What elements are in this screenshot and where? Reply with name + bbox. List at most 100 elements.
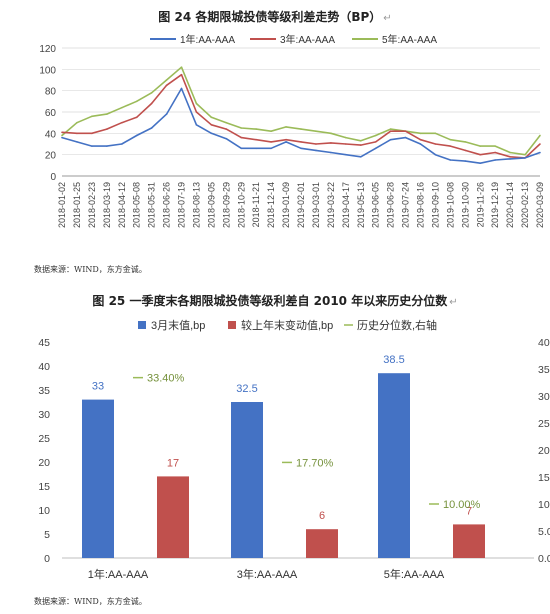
data-point (345, 136, 347, 139)
y-tick-label: 35 (38, 385, 50, 397)
bar-label-march-end: 32.5 (236, 383, 257, 395)
data-point (449, 138, 452, 141)
x-tick-label: 2018-08-13 (191, 182, 201, 228)
data-point (330, 132, 332, 135)
bar-label-march-end: 33 (92, 381, 104, 393)
legend-label-2: 较上年末变动值,bp (241, 318, 333, 332)
data-point (61, 131, 63, 134)
x-tick-label: 2018-02-23 (87, 182, 97, 228)
data-point (389, 128, 392, 130)
data-point (255, 138, 257, 141)
y2-tick-label: 15.00% (538, 472, 550, 484)
legend-label-1: 1年:AA-AAA (180, 33, 235, 46)
data-point (524, 157, 526, 159)
data-point (434, 143, 437, 145)
data-point (389, 130, 392, 132)
data-point (404, 136, 407, 139)
data-point (315, 130, 317, 132)
x-tick-label: 2018-05-31 (147, 182, 157, 228)
data-point (135, 100, 138, 103)
data-point (359, 156, 362, 158)
x-tick-label: 2018-01-02 (57, 182, 67, 228)
y-tick-label: 0 (50, 172, 56, 183)
data-point (285, 138, 287, 141)
data-point (61, 136, 63, 139)
data-point (195, 102, 198, 105)
x-tick-label: 2019-10-08 (445, 182, 455, 228)
x-tick-label: 2019-10-30 (460, 182, 470, 228)
data-point (434, 153, 437, 156)
x-tick-label: 2018-09-29 (221, 182, 231, 228)
data-point (255, 147, 257, 150)
x-tick-label: 2018-10-29 (236, 182, 246, 228)
data-point (464, 149, 467, 152)
category-label: 1年:AA-AAA (88, 567, 149, 581)
data-point (120, 143, 123, 145)
data-point (180, 66, 183, 68)
bar-change (157, 476, 189, 558)
data-point (539, 143, 541, 145)
x-tick-label: 2019-06-05 (371, 182, 381, 228)
x-tick-label: 2019-12-19 (490, 182, 500, 228)
y2-tick-label: 5.00% (538, 526, 550, 538)
data-point (404, 130, 407, 132)
data-point (165, 79, 168, 81)
data-point (150, 127, 153, 129)
y2-tick-label: 30.00% (538, 391, 550, 403)
data-point (345, 153, 347, 156)
data-point (494, 159, 496, 161)
y-tick-label: 20 (45, 151, 57, 162)
data-point (509, 158, 511, 160)
data-point (524, 153, 526, 156)
data-point (330, 142, 332, 144)
y2-tick-label: 20.00% (538, 445, 550, 457)
x-tick-label: 2020-01-14 (505, 182, 515, 228)
data-point (76, 132, 78, 135)
data-point (374, 147, 377, 150)
y-tick-label: 30 (38, 409, 50, 421)
data-point (300, 128, 302, 130)
data-point (464, 141, 467, 143)
data-point (150, 92, 153, 94)
data-point (225, 128, 228, 130)
x-tick-label: 2019-08-16 (416, 182, 426, 228)
data-point (494, 145, 496, 147)
data-point (135, 134, 138, 137)
data-point (300, 141, 302, 143)
bar-change (453, 524, 485, 558)
category-label: 5年:AA-AAA (384, 567, 445, 581)
data-point (195, 124, 198, 126)
bar-label-change: 7 (466, 505, 472, 517)
y-tick-label: 40 (38, 361, 50, 373)
data-point (509, 151, 511, 154)
x-tick-label: 2019-03-22 (326, 182, 336, 228)
spread-line-chart: 1年:AA-AAA 3年:AA-AAA 5年:AA-AAA 0 20 40 60 80 100 1… (39, 33, 545, 228)
x-tick-label: 2018-12-14 (266, 182, 276, 228)
percentile-label: 10.00% (443, 499, 481, 511)
y-tick-label: 45 (38, 337, 50, 349)
data-point (345, 143, 347, 145)
data-point (270, 130, 272, 132)
data-point (180, 87, 183, 90)
legend-label-3: 历史分位数,右轴 (357, 318, 437, 332)
data-point (270, 141, 272, 143)
data-point (210, 116, 213, 119)
x-tick-label: 2018-06-26 (162, 182, 172, 228)
x-tick-label: 2018-03-19 (102, 182, 112, 228)
x-tick-label: 2019-05-13 (356, 182, 366, 228)
x-tick-label: 2019-11-26 (475, 182, 485, 227)
x-tick-label: 2019-01-09 (281, 182, 291, 228)
x-tick-label: 2019-02-01 (296, 182, 306, 228)
data-point (419, 138, 422, 141)
figure1-source: 数据来源：WIND，东方金诚。 (34, 265, 147, 274)
bar-label-change: 6 (319, 510, 325, 522)
data-point (255, 128, 257, 130)
data-point (61, 134, 63, 137)
data-point (449, 145, 452, 147)
data-point (240, 136, 243, 139)
x-tick-label: 2019-03-01 (311, 182, 321, 228)
x-tick-label: 2020-03-09 (535, 182, 545, 228)
data-point (539, 134, 541, 137)
y-tick-label: 40 (45, 129, 57, 140)
data-point (106, 128, 108, 130)
